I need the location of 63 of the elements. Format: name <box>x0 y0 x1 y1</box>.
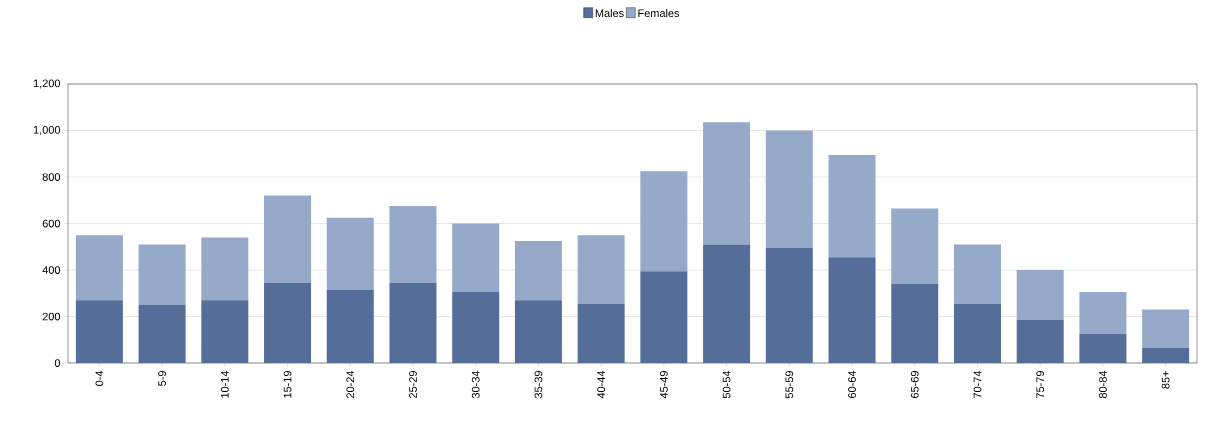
bar <box>703 122 751 245</box>
y-tick-label: 200 <box>42 312 61 321</box>
bar <box>1142 309 1190 348</box>
bar <box>138 304 186 363</box>
bar <box>1016 319 1064 363</box>
x-tick-label: 5-9 <box>158 371 166 386</box>
x-tick-label: 20-24 <box>346 370 355 398</box>
bar <box>765 130 813 248</box>
bar <box>389 206 437 283</box>
x-tick-label: 70-74 <box>973 370 982 398</box>
y-tick-label: 600 <box>42 219 61 228</box>
bar <box>640 171 688 272</box>
bar <box>1142 347 1190 363</box>
bar <box>1079 292 1127 334</box>
x-tick-label: 35-39 <box>534 371 543 399</box>
y-tick-label: 1,000 <box>33 125 61 136</box>
x-tick-label: 40-44 <box>597 370 606 399</box>
bar <box>514 300 562 363</box>
x-tick-label: 25-29 <box>409 371 417 398</box>
x-tick-label: 80-84 <box>1099 370 1107 399</box>
legend-label: Females <box>638 9 680 18</box>
bar <box>577 235 625 304</box>
x-tick-label: 60-64 <box>848 370 856 398</box>
bar <box>577 303 625 363</box>
x-tick-label: 45-49 <box>660 371 668 399</box>
x-tick-label: 50-54 <box>722 370 731 399</box>
bar <box>264 195 312 283</box>
y-tick-label: 400 <box>42 266 61 274</box>
y-tick-label: 0 <box>54 359 61 367</box>
x-tick-label: 55-59 <box>785 371 794 399</box>
bar <box>891 208 939 284</box>
bar <box>75 300 123 363</box>
bar <box>828 154 876 258</box>
bar <box>1016 270 1064 320</box>
bar <box>326 289 374 363</box>
y-tick-label: 800 <box>42 173 61 181</box>
bar <box>828 257 876 363</box>
bar <box>953 244 1001 304</box>
bar <box>1079 333 1127 363</box>
bar <box>953 303 1001 363</box>
bar <box>389 282 437 363</box>
y-tick-label: 1,200 <box>33 79 61 89</box>
bar <box>891 283 939 363</box>
x-tick-label: 30-34 <box>471 370 480 399</box>
x-tick-label: 0-4 <box>95 370 104 386</box>
bar <box>452 292 500 363</box>
bar <box>514 240 562 301</box>
bar <box>765 247 813 363</box>
bar <box>264 282 312 363</box>
bar <box>201 300 249 363</box>
bar <box>138 244 186 305</box>
bar <box>201 237 249 301</box>
bar <box>640 271 688 363</box>
bar <box>703 244 751 363</box>
x-tick-label: 65-69 <box>910 371 919 398</box>
bar <box>452 223 500 293</box>
bar <box>326 217 374 290</box>
bar <box>75 235 123 301</box>
x-tick-label: 10-14 <box>220 370 229 398</box>
x-tick-label: 15-19 <box>283 371 292 398</box>
x-tick-label: 85+ <box>1161 371 1170 389</box>
legend-label: Males <box>595 9 624 18</box>
x-tick-label: 75-79 <box>1036 371 1045 398</box>
